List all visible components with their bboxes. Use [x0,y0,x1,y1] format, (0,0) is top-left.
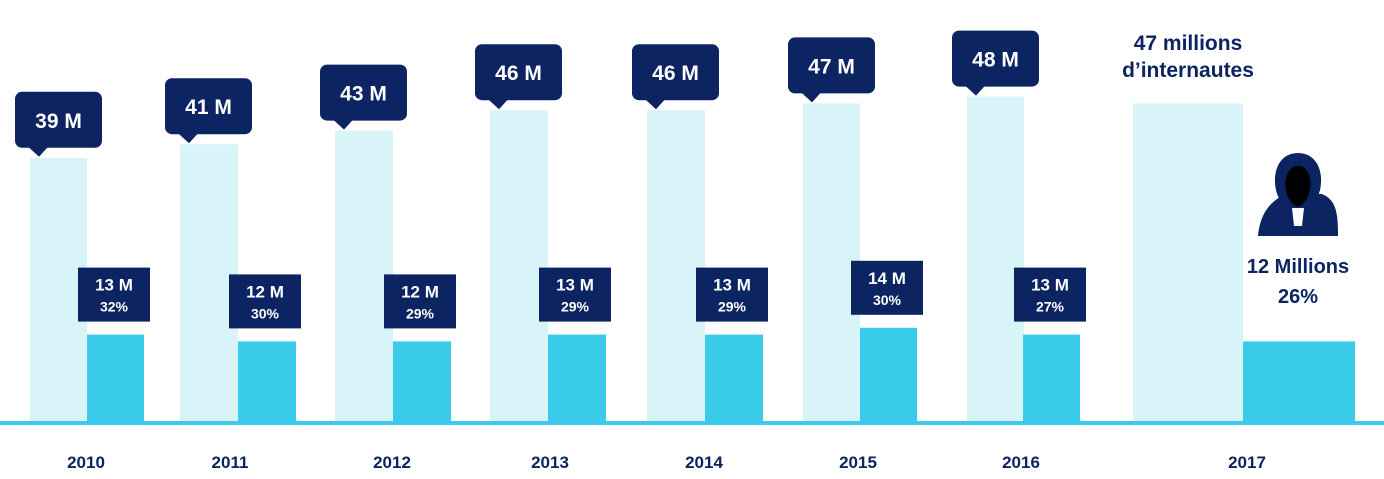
bar-total-2017 [1133,103,1243,424]
bar-total-2012 [335,130,393,423]
bar-total-2014 [647,110,705,423]
total-label-pointer-2015 [800,91,822,103]
total-label-pointer-2011 [177,132,199,144]
year-label-2014: 2014 [685,453,723,472]
subset-percent-2012: 29% [406,305,435,321]
total-label-box-2012 [320,64,407,121]
total-2017-line2: d’internautes [1122,59,1254,82]
total-label-box-2016 [952,30,1039,87]
year-label-2015: 2015 [839,453,877,472]
subset-percent-2017: 26% [1278,286,1318,308]
total-2017-line1: 47 millions [1134,32,1243,55]
total-label-pointer-2014 [644,98,666,110]
subset-label-2017: 12 Millions [1247,256,1349,278]
year-label-2016: 2016 [1002,453,1040,472]
year-label-2012: 2012 [373,453,411,472]
subset-label-box-2016 [1014,267,1086,322]
total-label-box-2011 [165,78,252,135]
subset-percent-2016: 27% [1036,299,1065,315]
bar-total-2016 [967,96,1024,423]
subset-label-2015: 14 M [868,269,906,288]
total-label-box-2010 [15,91,102,148]
bar-total-2015 [803,103,860,424]
total-label-2013: 46 M [495,62,542,85]
total-label-pointer-2016 [964,84,986,96]
bar-subset-2017 [1243,341,1355,423]
total-label-2016: 48 M [972,49,1019,72]
bar-subset-2016 [1023,334,1080,423]
subset-label-box-2015 [851,260,923,315]
hood-face [1285,166,1311,207]
subset-label-2010: 13 M [95,276,133,295]
subset-percent-2010: 32% [100,299,129,315]
bar-subset-2014 [705,334,763,423]
subset-percent-2011: 30% [251,305,280,321]
hood-collar [1292,208,1304,226]
total-label-2015: 47 M [808,55,855,78]
year-label-2017: 2017 [1228,453,1266,472]
bar-subset-2015 [860,327,917,423]
subset-percent-2015: 30% [873,292,902,308]
subset-label-2016: 13 M [1031,276,1069,295]
year-label-2010: 2010 [67,453,105,472]
subset-label-box-2010 [78,267,150,322]
bar-subset-2012 [393,341,451,423]
bar-total-2011 [180,144,238,423]
subset-percent-2013: 29% [561,299,590,315]
total-label-2010: 39 M [35,110,82,133]
total-label-box-2015 [788,37,875,94]
total-label-2011: 41 M [185,96,232,119]
subset-label-2013: 13 M [556,276,594,295]
total-label-box-2014 [632,44,719,101]
bar-subset-2011 [238,341,296,423]
subset-label-2012: 12 M [401,282,439,301]
subset-label-box-2013 [539,267,611,322]
bar-total-2010 [30,157,87,424]
total-label-pointer-2010 [27,145,49,157]
subset-label-box-2012 [384,274,456,329]
subset-label-box-2011 [229,274,301,329]
year-label-2011: 2011 [212,453,249,472]
subset-label-2014: 13 M [713,276,751,295]
baseline [0,421,1384,425]
hooded-person-icon [1258,153,1338,236]
total-label-box-2013 [475,44,562,101]
subset-percent-2014: 29% [718,299,747,315]
subset-label-box-2014 [696,267,768,322]
bar-subset-2010 [87,334,144,423]
subset-label-2011: 12 M [246,282,284,301]
total-label-2012: 43 M [340,83,387,106]
bar-subset-2013 [548,334,606,423]
total-label-pointer-2012 [332,118,354,130]
total-label-pointer-2013 [487,98,509,110]
year-label-2013: 2013 [531,453,569,472]
total-label-2014: 46 M [652,62,699,85]
bar-total-2013 [490,110,548,423]
